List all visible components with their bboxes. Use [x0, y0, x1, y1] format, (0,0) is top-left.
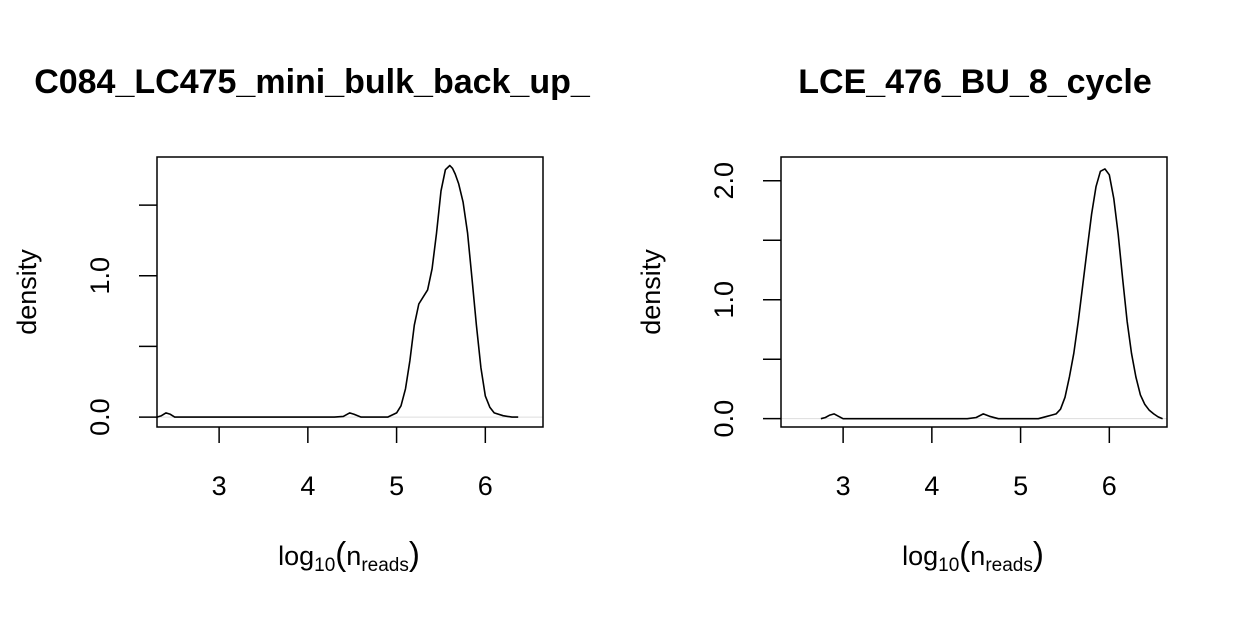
- chart-title: LCE_476_BU_8_cycle: [798, 63, 1151, 101]
- y-tick-label: 0.0: [709, 400, 739, 438]
- density-curve: [156, 164, 519, 418]
- x-axis-label: log10(nreads): [902, 535, 1044, 576]
- plot-area: 3 4 5 6 0.0 1.0 2.0: [709, 156, 1168, 501]
- y-tick-label: 0.0: [85, 398, 115, 436]
- plot-area: 3 4 5 6 0.0 1.0: [85, 156, 544, 501]
- x-tick-label: 4: [924, 471, 939, 501]
- x-tick-label: 5: [1013, 471, 1028, 501]
- density-panel-2: LCE_476_BU_8_cycle density log10(nreads)…: [636, 63, 1168, 576]
- plot-frame: [156, 156, 544, 428]
- y-tick-label: 1.0: [85, 257, 115, 295]
- y-tick-label: 1.0: [709, 281, 739, 319]
- x-tick-label: 3: [836, 471, 851, 501]
- x-tick-label: 3: [212, 471, 227, 501]
- y-axis-label: density: [636, 249, 666, 335]
- x-tick-label: 4: [300, 471, 315, 501]
- density-panel-1: C084_LC475_mini_bulk_back_up_ density lo…: [12, 63, 591, 576]
- x-tick-label: 6: [478, 471, 493, 501]
- plot-frame: [780, 156, 1168, 428]
- x-tick-label: 6: [1102, 471, 1117, 501]
- y-tick-label: 2.0: [709, 162, 739, 200]
- density-curve: [820, 168, 1163, 420]
- y-axis-label: density: [12, 249, 42, 335]
- x-tick-label: 5: [389, 471, 404, 501]
- chart-title: C084_LC475_mini_bulk_back_up_: [34, 63, 591, 101]
- x-axis-label: log10(nreads): [278, 535, 420, 576]
